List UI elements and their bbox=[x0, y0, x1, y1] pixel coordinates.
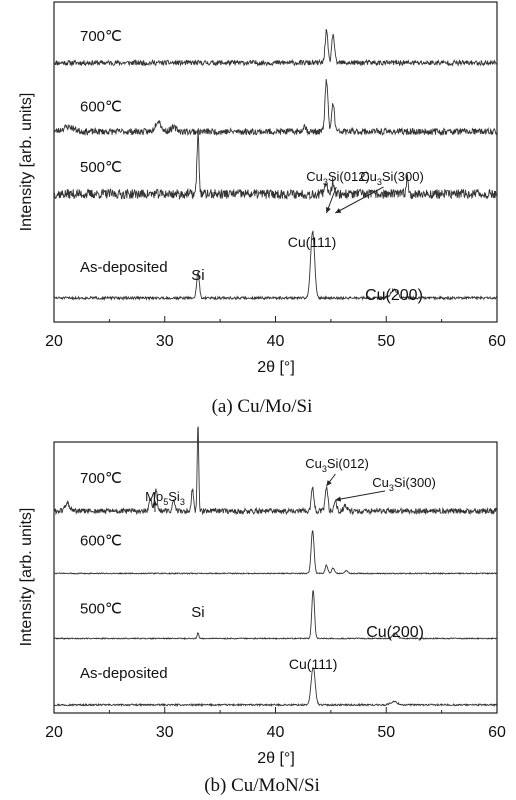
annotation-part: Cu bbox=[306, 169, 323, 184]
series-label: As-deposited bbox=[80, 665, 168, 682]
x-ticks-a: 20 30 40 50 60 bbox=[45, 316, 506, 350]
annotation-part: Cu bbox=[372, 475, 389, 490]
series-line bbox=[53, 131, 498, 201]
peak-annotation: Cu3Si(012) bbox=[306, 169, 370, 187]
peak-annotation: Cu(111) bbox=[288, 234, 337, 250]
x-tick-label: 60 bbox=[488, 333, 506, 350]
peak-annotation: Cu3Si(300) bbox=[360, 169, 424, 187]
x-tick-label: 20 bbox=[45, 724, 63, 741]
annotation-part: Si(012) bbox=[328, 169, 370, 184]
panel-a: 20 30 40 50 60 700℃ 600℃ 500℃ As-deposited Si Cu… bbox=[18, 1, 506, 417]
series-lines-a: 700℃ 600℃ 500℃ As-deposited bbox=[53, 28, 498, 302]
y-axis-label-a: Intensity [arb. units] bbox=[18, 93, 35, 232]
arrow-head bbox=[326, 480, 332, 486]
annotation-part: Si(300) bbox=[394, 475, 436, 490]
series-line bbox=[53, 590, 498, 640]
peak-annotation: Cu3Si(300) bbox=[372, 475, 436, 493]
x-axis-label-a: 2θ [°] bbox=[257, 359, 295, 376]
arrow-head bbox=[335, 496, 342, 502]
annotation-part: Cu bbox=[305, 456, 322, 471]
annotation-arrow bbox=[335, 490, 386, 501]
series-line bbox=[53, 229, 498, 302]
series-label: 500℃ bbox=[80, 159, 122, 176]
series-label: 700℃ bbox=[80, 470, 122, 487]
series-label: As-deposited bbox=[80, 259, 168, 276]
arrow-head bbox=[335, 208, 342, 213]
annotations-b: Mo5Si3SiCu(111)Cu(200)Cu3Si(012)Cu3Si(30… bbox=[145, 456, 436, 672]
x-axis-label-b: 2θ [°] bbox=[257, 750, 295, 767]
annotation-part: Si(012) bbox=[327, 456, 369, 471]
caption-b: (b) Cu/MoN/Si bbox=[204, 775, 320, 796]
peak-annotation: Cu(200) bbox=[365, 287, 423, 304]
x-tick-label: 30 bbox=[156, 333, 174, 350]
series-line bbox=[53, 79, 498, 137]
x-tick-label: 30 bbox=[156, 724, 174, 741]
peak-annotation: Cu(200) bbox=[366, 624, 424, 641]
series-line bbox=[53, 667, 498, 708]
annotation-arrow bbox=[335, 186, 384, 214]
annotation-part: Si(300) bbox=[382, 169, 424, 184]
subscript: 5 bbox=[163, 497, 168, 507]
x-ticks-b: 20 30 40 50 60 bbox=[45, 707, 506, 741]
caption-a: (a) Cu/Mo/Si bbox=[212, 396, 313, 417]
peak-annotation: Cu3Si(012) bbox=[305, 456, 369, 474]
annotation-part: Mo bbox=[145, 489, 163, 504]
subscript: 3 bbox=[323, 177, 328, 187]
series-label: 600℃ bbox=[80, 99, 122, 116]
y-axis-label-b: Intensity [arb. units] bbox=[18, 508, 35, 647]
x-tick-label: 20 bbox=[45, 333, 63, 350]
x-tick-label: 50 bbox=[377, 724, 395, 741]
subscript: 3 bbox=[322, 464, 327, 474]
series-label: 500℃ bbox=[80, 600, 122, 617]
subscript: 3 bbox=[389, 483, 394, 493]
x-tick-label: 40 bbox=[267, 333, 285, 350]
arrow-head bbox=[152, 500, 158, 506]
subscript: 3 bbox=[180, 497, 185, 507]
series-lines-b: 700℃ 600℃ 500℃ As-deposited bbox=[53, 426, 498, 708]
peak-annotation: Cu(111) bbox=[289, 656, 338, 672]
peak-annotation: Si bbox=[191, 267, 204, 284]
x-tick-label: 60 bbox=[488, 724, 506, 741]
series-line bbox=[53, 28, 498, 67]
series-line bbox=[53, 530, 498, 575]
peak-annotation: Mo5Si3 bbox=[145, 489, 185, 507]
peak-annotation: Si bbox=[191, 604, 204, 621]
arrow-head bbox=[325, 207, 331, 213]
annotation-part: Si bbox=[168, 489, 180, 504]
series-label: 700℃ bbox=[80, 28, 122, 45]
series-line bbox=[53, 426, 498, 516]
subscript: 3 bbox=[377, 177, 382, 187]
x-tick-label: 40 bbox=[267, 724, 285, 741]
annotation-part: Cu bbox=[360, 169, 377, 184]
series-label: 600℃ bbox=[80, 532, 122, 549]
x-tick-label: 50 bbox=[377, 333, 395, 350]
